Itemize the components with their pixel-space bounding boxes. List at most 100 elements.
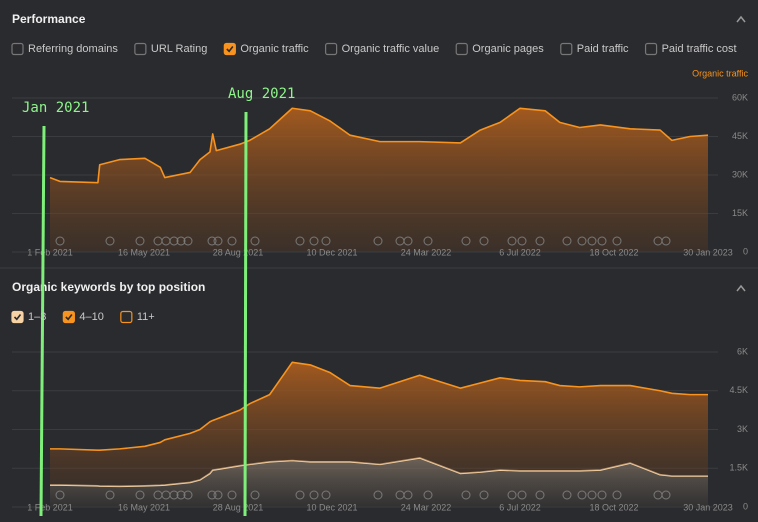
- update-icon: [309, 236, 319, 246]
- checkbox[interactable]: [223, 42, 236, 56]
- y-tick-label: 30K: [732, 169, 748, 179]
- y-tick-label: 1.5K: [729, 463, 748, 473]
- y-tick-label: 3K: [737, 424, 748, 434]
- annotation-label: Jan 2021: [22, 100, 89, 116]
- update-icon: [535, 490, 545, 500]
- update-icon: [169, 236, 179, 246]
- annotation-line: [39, 125, 46, 517]
- update-icon: [373, 490, 383, 500]
- x-tick-label: 28 Aug 2021: [213, 502, 264, 512]
- update-icon: [597, 236, 607, 246]
- update-icon: [479, 490, 489, 500]
- metric-label[interactable]: Referring domains: [28, 43, 118, 55]
- y-axis-label: Organic traffic: [692, 68, 748, 78]
- x-tick-label: 28 Aug 2021: [213, 247, 264, 257]
- update-icon: [55, 490, 65, 500]
- metric-label[interactable]: Paid traffic: [577, 43, 629, 55]
- checkbox[interactable]: [11, 42, 24, 56]
- update-icon: [321, 236, 331, 246]
- update-icon: [373, 236, 383, 246]
- metric-label[interactable]: Paid traffic cost: [662, 43, 737, 55]
- update-icon: [423, 236, 433, 246]
- y-tick-label: 6K: [737, 346, 748, 356]
- checkbox[interactable]: [560, 42, 573, 56]
- update-icon: [105, 236, 115, 246]
- y-tick-label: 60K: [732, 92, 748, 102]
- update-icon: [577, 490, 587, 500]
- collapse-icon[interactable]: [736, 15, 746, 23]
- x-tick-label: 1 Feb 2021: [27, 502, 73, 512]
- annotation-line: [243, 111, 248, 517]
- update-icon: [55, 236, 65, 246]
- y-tick-label: 4.5K: [729, 385, 748, 395]
- checkmark: [226, 46, 234, 53]
- update-icon: [461, 236, 471, 246]
- update-icon: [661, 490, 671, 500]
- update-icon: [479, 236, 489, 246]
- update-icon: [562, 236, 572, 246]
- x-tick-label: 18 Oct 2022: [589, 502, 638, 512]
- update-icon: [507, 490, 517, 500]
- update-icon: [612, 490, 622, 500]
- update-icon: [507, 236, 517, 246]
- legend-label[interactable]: 4–10: [79, 311, 103, 323]
- update-icon: [403, 490, 413, 500]
- checkbox[interactable]: [11, 310, 24, 324]
- section-title: Organic keywords by top position: [12, 280, 205, 294]
- update-icon: [612, 236, 622, 246]
- section-title: Performance: [12, 12, 86, 26]
- x-tick-label: 10 Dec 2021: [306, 247, 357, 257]
- metric-label[interactable]: Organic traffic: [240, 43, 309, 55]
- update-icon: [176, 490, 186, 500]
- checkbox[interactable]: [455, 42, 468, 56]
- checkbox[interactable]: [120, 310, 133, 324]
- update-icon: [403, 236, 413, 246]
- update-icon: [535, 236, 545, 246]
- x-tick-label: 18 Oct 2022: [589, 247, 638, 257]
- update-icon: [587, 236, 597, 246]
- update-icon: [562, 490, 572, 500]
- update-icon: [661, 236, 671, 246]
- x-tick-label: 16 May 2021: [118, 247, 170, 257]
- legend-label[interactable]: 1–3: [28, 311, 46, 323]
- update-icon: [517, 236, 527, 246]
- metric-label[interactable]: Organic traffic value: [342, 43, 440, 55]
- update-icon: [250, 236, 260, 246]
- update-icon: [295, 236, 305, 246]
- x-tick-label: 30 Jan 2023: [683, 247, 733, 257]
- checkbox[interactable]: [325, 42, 338, 56]
- update-icon: [577, 236, 587, 246]
- collapse-icon[interactable]: [736, 284, 746, 292]
- update-icon: [183, 490, 193, 500]
- annotation-label: Aug 2021: [228, 86, 295, 102]
- checkbox[interactable]: [644, 42, 658, 56]
- update-icon: [295, 490, 305, 500]
- metric-label[interactable]: Organic pages: [472, 43, 544, 55]
- y-tick-label: 0: [743, 501, 748, 511]
- update-icon: [597, 490, 607, 500]
- update-icon: [135, 236, 145, 246]
- legend-label[interactable]: 11+: [137, 311, 155, 323]
- x-tick-label: 6 Jul 2022: [499, 247, 541, 257]
- update-icon: [250, 490, 260, 500]
- update-icon: [227, 490, 237, 500]
- x-tick-label: 24 Mar 2022: [401, 247, 452, 257]
- series-line: [49, 107, 709, 184]
- update-icon: [213, 236, 223, 246]
- metric-label[interactable]: URL Rating: [151, 43, 207, 55]
- checkmark: [13, 314, 22, 321]
- update-icon: [227, 236, 237, 246]
- x-tick-label: 6 Jul 2022: [499, 502, 541, 512]
- y-tick-label: 0: [743, 246, 748, 256]
- update-icon: [135, 490, 145, 500]
- checkbox[interactable]: [62, 310, 75, 324]
- area-fill: [50, 362, 708, 487]
- update-icon: [213, 490, 223, 500]
- y-tick-label: 45K: [732, 131, 748, 141]
- update-icon: [423, 490, 433, 500]
- checkbox[interactable]: [134, 42, 147, 56]
- update-icon: [176, 236, 186, 246]
- update-icon: [105, 490, 115, 500]
- x-tick-label: 16 May 2021: [118, 502, 170, 512]
